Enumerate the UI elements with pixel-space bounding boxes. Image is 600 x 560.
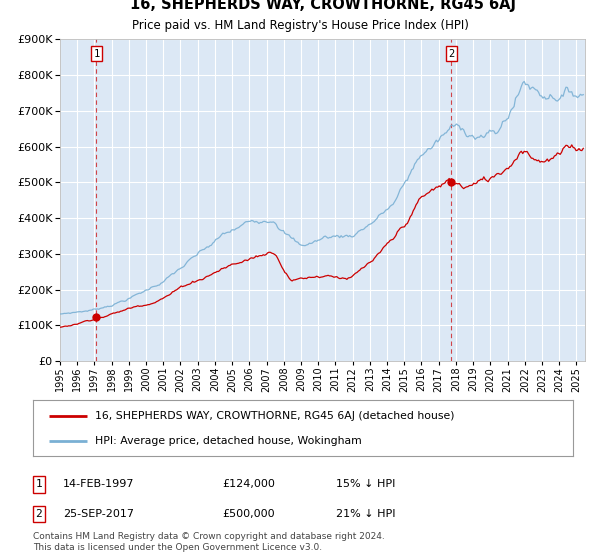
Text: This data is licensed under the Open Government Licence v3.0.: This data is licensed under the Open Gov… [33,543,322,552]
Text: 2: 2 [448,49,454,58]
Text: 1: 1 [35,479,43,489]
Text: 2: 2 [35,509,43,519]
Text: Price paid vs. HM Land Registry's House Price Index (HPI): Price paid vs. HM Land Registry's House … [131,20,469,32]
Text: 1: 1 [94,49,100,58]
Text: 21% ↓ HPI: 21% ↓ HPI [336,509,395,519]
Text: £500,000: £500,000 [222,509,275,519]
Text: 14-FEB-1997: 14-FEB-1997 [63,479,134,489]
Text: Contains HM Land Registry data © Crown copyright and database right 2024.: Contains HM Land Registry data © Crown c… [33,532,385,541]
Text: 16, SHEPHERDS WAY, CROWTHORNE, RG45 6AJ (detached house): 16, SHEPHERDS WAY, CROWTHORNE, RG45 6AJ … [95,410,455,421]
Text: 15% ↓ HPI: 15% ↓ HPI [336,479,395,489]
Text: £124,000: £124,000 [222,479,275,489]
Title: 16, SHEPHERDS WAY, CROWTHORNE, RG45 6AJ: 16, SHEPHERDS WAY, CROWTHORNE, RG45 6AJ [130,0,515,12]
Text: 25-SEP-2017: 25-SEP-2017 [63,509,134,519]
Text: HPI: Average price, detached house, Wokingham: HPI: Average price, detached house, Woki… [95,436,362,446]
